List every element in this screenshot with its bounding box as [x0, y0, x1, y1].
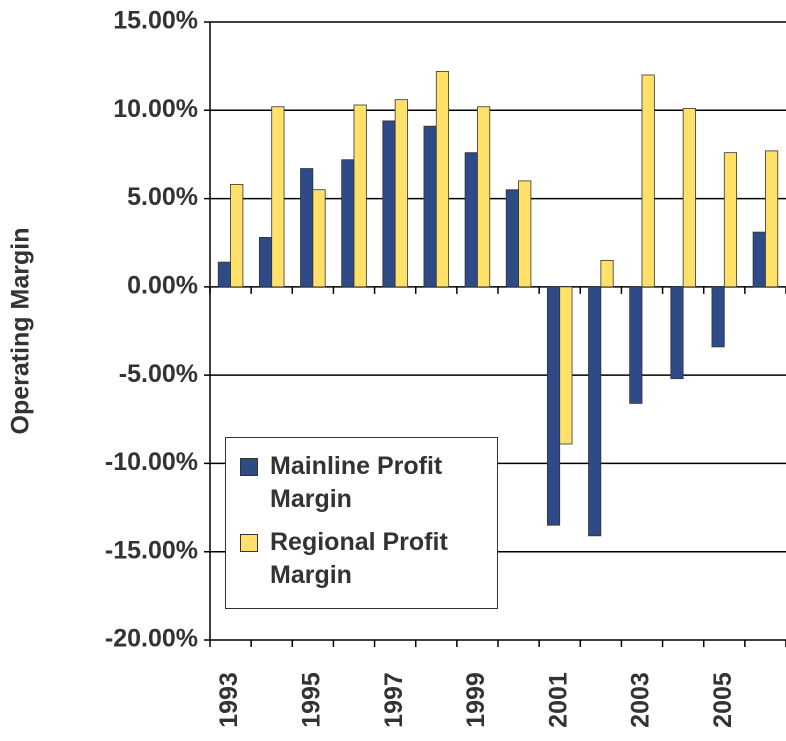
bar — [765, 150, 779, 288]
bar — [230, 184, 244, 288]
bar — [670, 286, 684, 380]
legend-entry: Regional Profit Margin — [234, 526, 489, 592]
legend-swatch — [240, 534, 258, 552]
bar — [353, 104, 367, 288]
bar — [711, 286, 725, 348]
bar — [518, 180, 532, 288]
bar — [423, 125, 437, 288]
bar — [546, 286, 561, 526]
x-tick-label: 1999 — [462, 672, 490, 728]
y-tick-label: -5.00% — [119, 360, 198, 388]
bar — [300, 168, 314, 288]
bar — [629, 286, 643, 404]
legend-swatch — [240, 458, 258, 476]
x-tick-label: 2001 — [544, 672, 572, 728]
bar — [217, 261, 231, 288]
legend-label: Regional Profit Margin — [270, 528, 448, 589]
bar — [258, 237, 273, 288]
x-tick-label: 1993 — [215, 672, 243, 728]
bar — [641, 74, 655, 288]
bar — [723, 152, 738, 288]
bar — [435, 71, 450, 288]
bar — [271, 106, 285, 288]
bar — [682, 108, 696, 288]
bar — [312, 189, 326, 288]
x-tick-label: 2003 — [627, 672, 655, 728]
y-tick-label: 10.00% — [113, 95, 198, 123]
bar — [752, 231, 766, 288]
y-tick-label: -15.00% — [105, 536, 198, 564]
bar — [464, 152, 478, 288]
x-tick-label: 1997 — [380, 672, 408, 728]
bar — [394, 99, 408, 288]
bar — [477, 106, 491, 288]
bar — [341, 159, 355, 288]
x-tick-label: 1995 — [297, 672, 325, 728]
x-tick-label: 2005 — [709, 672, 737, 728]
bar — [559, 286, 573, 445]
legend: Mainline Profit Margin Regional Profit Ma… — [225, 437, 498, 609]
bar — [505, 189, 519, 288]
y-tick-label: 5.00% — [127, 183, 198, 211]
y-axis-label: Operating Margin — [7, 228, 35, 435]
y-tick-label: 15.00% — [113, 7, 198, 35]
bar — [382, 120, 396, 288]
bar — [600, 259, 614, 288]
legend-entry: Mainline Profit Margin — [234, 450, 489, 516]
legend-label: Mainline Profit Margin — [270, 452, 443, 513]
y-tick-label: -20.00% — [105, 625, 198, 653]
y-tick-label: 0.00% — [127, 271, 198, 299]
bar — [588, 286, 602, 537]
y-tick-label: -10.00% — [105, 448, 198, 476]
